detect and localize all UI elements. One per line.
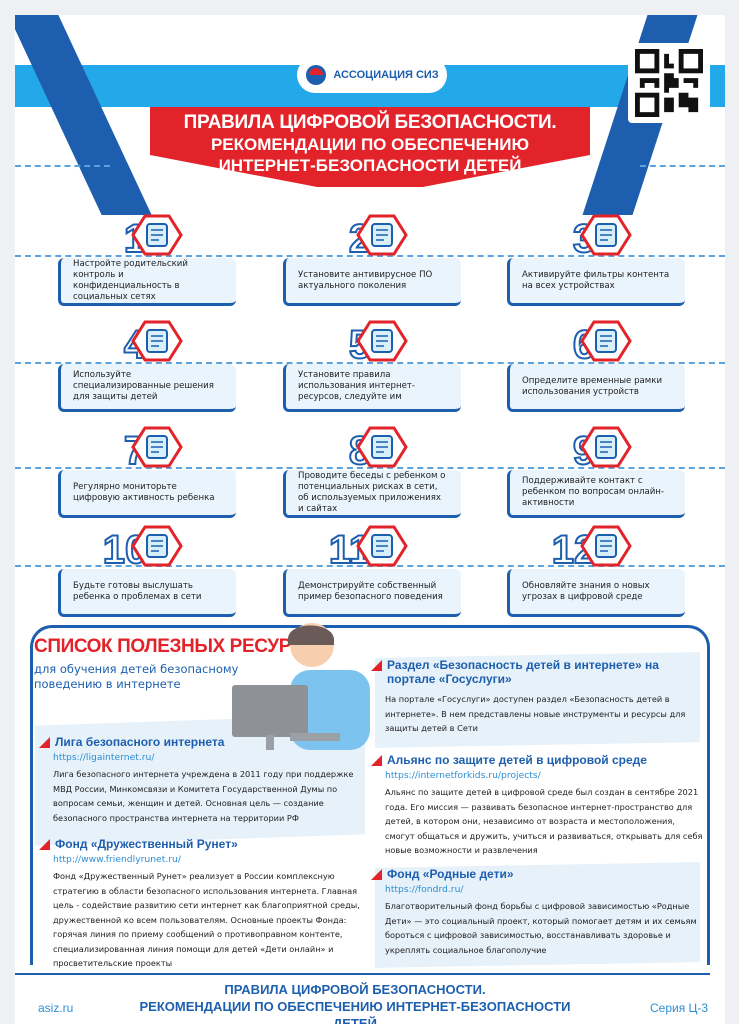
resource-title: Раздел «Безопасность детей в интернете» … bbox=[371, 658, 695, 686]
rule-12: 12 Обновляйте знания о новых угрозах в ци… bbox=[507, 523, 685, 617]
divider bbox=[15, 255, 725, 257]
resource-internetforkids: Альянс по защите детей в цифровой среде … bbox=[371, 753, 705, 858]
rule-3: 3 Активируйте фильтры контента на всех ус… bbox=[507, 212, 685, 306]
resource-title: Альянс по защите детей в цифровой среде bbox=[371, 753, 705, 767]
boy-at-computer-illustration bbox=[232, 623, 370, 750]
rule-card: Проводите беседы с ребенком о потенциаль… bbox=[283, 470, 461, 518]
rule-text: Регулярно мониторьте цифровую активность… bbox=[73, 481, 215, 503]
rule-card: Обновляйте знания о новых угрозах в цифр… bbox=[507, 569, 685, 617]
resources-subtitle: для обучения детей безопасному поведению… bbox=[34, 662, 239, 691]
rule-badge: 2 bbox=[283, 212, 461, 258]
rule-5: 5 Установите правила использования интерн… bbox=[283, 318, 461, 412]
page-title: ПРАВИЛА ЦИФРОВОЙ БЕЗОПАСНОСТИ. РЕКОМЕНДА… bbox=[183, 112, 557, 175]
helmet-logo-icon bbox=[306, 65, 327, 85]
resource-text: На портале «Госуслуги» доступен раздел «… bbox=[385, 694, 686, 733]
ear-icon: 10 bbox=[102, 525, 183, 569]
footer-title: ПРАВИЛА ЦИФРОВОЙ БЕЗОПАСНОСТИ. РЕКОМЕНДА… bbox=[139, 982, 571, 1024]
shield-icon: 2 bbox=[348, 214, 408, 258]
rule-badge: 11 bbox=[283, 523, 461, 569]
rule-text: Определите временные рамки использования… bbox=[522, 375, 663, 397]
resource-text: Благотворительный фонд борьбы с цифровой… bbox=[385, 901, 697, 955]
footer-site[interactable]: asiz.ru bbox=[38, 1001, 74, 1015]
resource-title: Фонд «Родные дети» bbox=[371, 867, 705, 881]
rule-badge: 10 bbox=[58, 523, 236, 569]
divider bbox=[15, 165, 110, 167]
qr-code[interactable] bbox=[628, 43, 710, 123]
qr-code-icon bbox=[635, 49, 703, 117]
rule-8: 8Проводите беседы с ребенком о потенциал… bbox=[283, 424, 461, 518]
phone-clock-icon: 6 bbox=[572, 320, 632, 364]
rule-11: 11 Демонстрируйте собственный пример безо… bbox=[283, 523, 461, 617]
rule-badge: 4 bbox=[58, 318, 236, 364]
rule-badge: 6 bbox=[507, 318, 685, 364]
chat-person-icon: 8 bbox=[348, 426, 408, 470]
rule-2: 2 Установите антивирусное ПО актуального … bbox=[283, 212, 461, 306]
rule-badge: 8 bbox=[283, 424, 461, 470]
resource-title: Лига безопасного интернета bbox=[39, 735, 373, 749]
rule-text: Обновляйте знания о новых угрозах в цифр… bbox=[522, 580, 650, 602]
resource-text: Фонд «Дружественный Рунет» реализует в Р… bbox=[53, 871, 360, 968]
rule-10: 10 Будьте готовы выслушать ребенка о проб… bbox=[58, 523, 236, 617]
divider bbox=[15, 467, 725, 469]
rule-6: 6 Определите временные рамки использовани… bbox=[507, 318, 685, 412]
lock-gear-icon: 1 bbox=[123, 214, 183, 258]
rule-text: Проводите беседы с ребенком о потенциаль… bbox=[298, 470, 446, 514]
resource-link[interactable]: https://internetforkids.ru/projects/ bbox=[385, 770, 541, 781]
rule-text: Используйте специализированные решения д… bbox=[73, 370, 214, 402]
rule-badge: 9 bbox=[507, 424, 685, 470]
rule-text: Активируйте фильтры контента на всех уст… bbox=[522, 269, 670, 291]
checklist-icon: 5 bbox=[348, 320, 408, 364]
rule-badge: 5 bbox=[283, 318, 461, 364]
rule-badge: 3 bbox=[507, 212, 685, 258]
rule-card: Настройте родительский контроль и конфид… bbox=[58, 258, 236, 306]
resource-gosuslugi: Раздел «Безопасность детей в интернете» … bbox=[371, 658, 695, 736]
rule-text: Установите антивирусное ПО актуального п… bbox=[298, 269, 433, 291]
rule-card: Поддерживайте контакт с ребенком по вопр… bbox=[507, 470, 685, 518]
rule-card: Активируйте фильтры контента на всех уст… bbox=[507, 258, 685, 306]
divider bbox=[640, 165, 725, 167]
filter-icon: 3 bbox=[572, 214, 632, 258]
footer-series: Серия Ц-3 bbox=[650, 1001, 709, 1015]
resource-title: Фонд «Дружественный Рунет» bbox=[39, 837, 373, 851]
rule-text: Демонстрируйте собственный пример безопа… bbox=[298, 580, 443, 602]
org-logo: АССОЦИАЦИЯ СИЗ bbox=[297, 57, 447, 93]
rule-card: Демонстрируйте собственный пример безопа… bbox=[283, 569, 461, 617]
rule-card: Установите правила использования интерне… bbox=[283, 364, 461, 412]
divider bbox=[15, 362, 725, 364]
rule-card: Установите антивирусное ПО актуального п… bbox=[283, 258, 461, 306]
left-stripe bbox=[15, 15, 152, 215]
chart-magnifier-icon: 7 bbox=[123, 426, 183, 470]
rule-card: Используйте специализированные решения д… bbox=[58, 364, 236, 412]
rule-4: 4 Используйте специализированные решения … bbox=[58, 318, 236, 412]
rule-card: Определите временные рамки использования… bbox=[507, 364, 685, 412]
resources-title: СПИСОК ПОЛЕЗНЫХ РЕСУРСОВ bbox=[34, 636, 332, 657]
rule-card: Регулярно мониторьте цифровую активность… bbox=[58, 470, 236, 518]
book-alert-icon: 12 bbox=[551, 525, 632, 569]
rule-text: Поддерживайте контакт с ребенком по вопр… bbox=[522, 476, 665, 508]
resource-text: Лига безопасного интернета учреждена в 2… bbox=[53, 769, 354, 823]
resource-liga: Лига безопасного интернета https://ligai… bbox=[39, 735, 373, 825]
rule-badge: 7 bbox=[58, 424, 236, 470]
poster: ПРАВИЛА ЦИФРОВОЙ БЕЗОПАСНОСТИ. РЕКОМЕНДА… bbox=[15, 15, 725, 1024]
rule-9: 9 Поддерживайте контакт с ребенком по воп… bbox=[507, 424, 685, 518]
resource-fondrd: Фонд «Родные дети» https://fondrd.ru/ Бл… bbox=[371, 867, 705, 957]
rule-card: Будьте готовы выслушать ребенка о пробле… bbox=[58, 569, 236, 617]
rule-text: Установите правила использования интерне… bbox=[298, 370, 415, 402]
resources-panel bbox=[30, 625, 710, 965]
rule-text: Будьте готовы выслушать ребенка о пробле… bbox=[73, 580, 202, 602]
rule-1: 1Настройте родительский контроль и конфи… bbox=[58, 212, 236, 306]
rule-badge: 12 bbox=[507, 523, 685, 569]
resource-link[interactable]: https://fondrd.ru/ bbox=[385, 884, 464, 895]
resource-friendlyrunet: Фонд «Дружественный Рунет» http://www.fr… bbox=[39, 837, 373, 971]
resource-link[interactable]: https://ligainternet.ru/ bbox=[53, 752, 155, 763]
rule-text: Настройте родительский контроль и конфид… bbox=[73, 258, 188, 302]
resource-text: Альянс по защите детей в цифровой среде … bbox=[385, 787, 703, 855]
person-example-icon: 11 bbox=[328, 525, 408, 569]
rule-badge: 1 bbox=[58, 212, 236, 258]
footer-divider bbox=[15, 973, 710, 975]
rule-7: 7 Регулярно мониторьте цифровую активност… bbox=[58, 424, 236, 518]
umbrella-person-icon: 4 bbox=[123, 320, 183, 364]
resource-link[interactable]: http://www.friendlyrunet.ru/ bbox=[53, 854, 181, 865]
phone-contact-icon: 9 bbox=[572, 426, 632, 470]
